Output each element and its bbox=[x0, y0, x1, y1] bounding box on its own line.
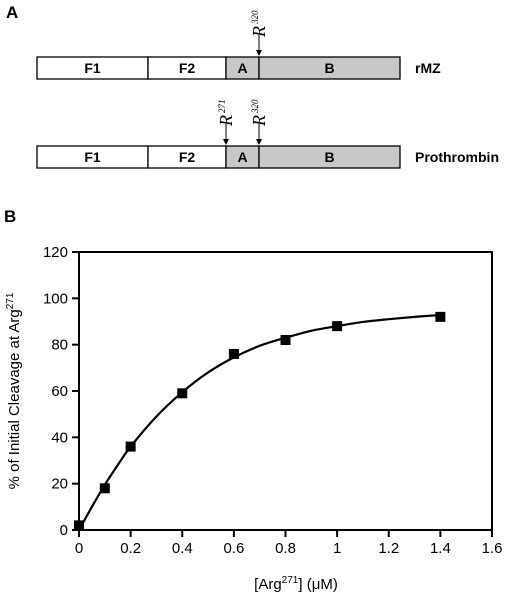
data-point bbox=[435, 311, 446, 322]
panel-a-label: A bbox=[6, 3, 18, 22]
plot-frame bbox=[78, 251, 493, 531]
x-axis-title: [Arg271] (μM) bbox=[254, 575, 338, 593]
y-tick-label: 120 bbox=[43, 244, 68, 261]
x-axis-title-suffix: ] (μM) bbox=[298, 576, 337, 593]
data-point bbox=[125, 441, 136, 452]
cleavage-site-label: R320 bbox=[249, 10, 269, 38]
site-number: 320 bbox=[250, 99, 260, 114]
y-axis-title: % of Initial Cleavage at Arg271 bbox=[5, 292, 23, 489]
cleavage-site-320: R320 bbox=[249, 10, 269, 56]
site-residue: R bbox=[216, 115, 236, 127]
x-axis-title-prefix: [Arg bbox=[254, 576, 282, 593]
y-axis-title-superscript: 271 bbox=[5, 292, 16, 309]
x-axis-ticks: 0 0.2 0.4 0.6 0.8 1 1.2 1.4 1.6 bbox=[75, 530, 503, 557]
cleavage-site-271: R271 bbox=[216, 100, 236, 145]
x-tick-label: 1.6 bbox=[482, 540, 503, 557]
data-point bbox=[74, 520, 84, 531]
x-tick-label: 0.2 bbox=[120, 540, 141, 557]
x-tick-label: 0 bbox=[75, 540, 83, 557]
cleavage-site-320: R320 bbox=[249, 99, 269, 145]
data-point bbox=[280, 335, 291, 346]
x-tick-label: 1 bbox=[333, 540, 341, 557]
data-point bbox=[228, 348, 239, 359]
cleavage-site-label: R271 bbox=[216, 100, 236, 128]
x-axis-title-superscript: 271 bbox=[282, 575, 299, 586]
y-tick-label: 0 bbox=[60, 522, 68, 539]
y-tick-label: 40 bbox=[51, 429, 68, 446]
site-number: 320 bbox=[250, 10, 260, 25]
domain-f1-label: F1 bbox=[84, 149, 101, 165]
domain-b-label: B bbox=[324, 149, 334, 165]
data-point bbox=[332, 321, 343, 332]
x-tick-label: 1.4 bbox=[430, 540, 451, 557]
data-points bbox=[74, 311, 446, 531]
domain-f2-label: F2 bbox=[179, 60, 196, 76]
y-tick-label: 80 bbox=[51, 337, 68, 354]
fit-curve bbox=[78, 313, 441, 531]
cleavage-arrow-head bbox=[223, 139, 229, 145]
domain-a-label: A bbox=[237, 60, 247, 76]
data-point bbox=[177, 388, 188, 399]
x-tick-label: 0.6 bbox=[223, 540, 244, 557]
construct-name: Prothrombin bbox=[415, 149, 499, 165]
site-residue: R bbox=[249, 26, 269, 38]
y-axis-ticks: 0 20 40 60 80 100 120 bbox=[43, 244, 79, 539]
y-tick-label: 20 bbox=[51, 476, 68, 493]
panel-b-label: B bbox=[4, 207, 16, 226]
domain-a-label: A bbox=[237, 149, 247, 165]
x-tick-label: 0.8 bbox=[275, 540, 296, 557]
construct-name: rMZ bbox=[415, 60, 441, 76]
y-tick-label: 100 bbox=[43, 290, 68, 307]
domain-b-box bbox=[258, 145, 401, 169]
domain-b-box bbox=[258, 56, 401, 80]
site-residue: R bbox=[249, 115, 269, 127]
y-axis-title-text: % of Initial Cleavage at Arg bbox=[6, 309, 23, 489]
cleavage-arrow-head bbox=[256, 50, 262, 56]
domain-b-label: B bbox=[324, 60, 334, 76]
cleavage-site-label: R320 bbox=[249, 99, 269, 127]
x-tick-label: 0.4 bbox=[172, 540, 193, 557]
cleavage-arrow-head bbox=[256, 139, 262, 145]
y-tick-label: 60 bbox=[51, 383, 68, 400]
data-point bbox=[99, 483, 110, 494]
x-tick-label: 1.2 bbox=[378, 540, 399, 557]
site-number: 271 bbox=[217, 100, 227, 114]
domain-f2-label: F2 bbox=[179, 149, 196, 165]
domain-f1-label: F1 bbox=[84, 60, 101, 76]
